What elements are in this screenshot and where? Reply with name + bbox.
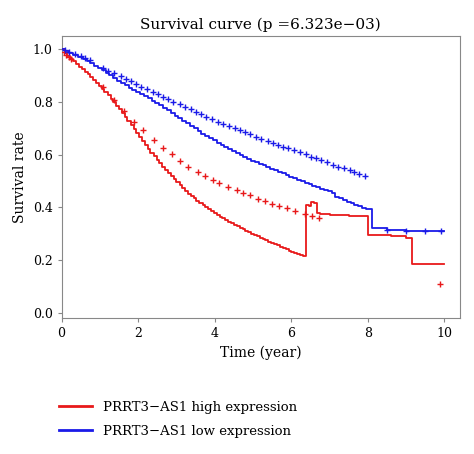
Legend: PRRT3−AS1 high expression, PRRT3−AS1 low expression: PRRT3−AS1 high expression, PRRT3−AS1 low… <box>54 396 302 443</box>
Title: Survival curve (p =6.323e−03): Survival curve (p =6.323e−03) <box>140 18 381 32</box>
X-axis label: Time (year): Time (year) <box>220 345 301 360</box>
Y-axis label: Survival rate: Survival rate <box>13 131 27 223</box>
